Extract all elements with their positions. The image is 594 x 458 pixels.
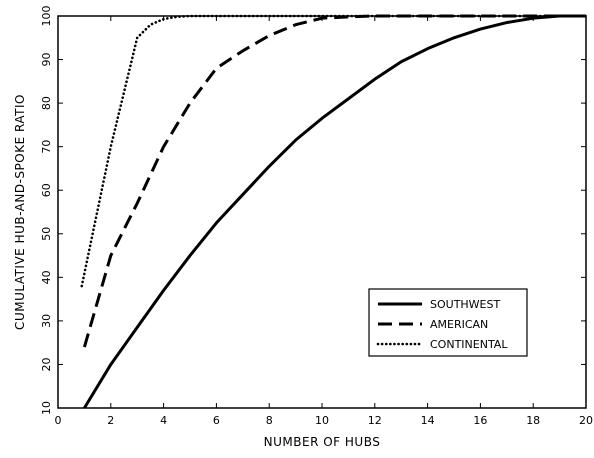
series-line-continental: [80, 14, 588, 288]
legend-label-american: AMERICAN: [430, 318, 488, 331]
y-tick-label: 30: [40, 314, 53, 328]
x-tick-label: 10: [315, 414, 329, 427]
y-tick-label: 40: [40, 270, 53, 284]
y-tick-label: 60: [40, 183, 53, 197]
y-tick-label: 90: [40, 53, 53, 67]
y-tick-label: 80: [40, 96, 53, 110]
legend: SOUTHWEST AMERICAN CONTINENTAL: [368, 288, 528, 357]
series-line-southwest: [83, 14, 586, 409]
x-tick-label: 16: [473, 414, 487, 427]
x-tick-label: 4: [160, 414, 167, 427]
y-tick-label: 70: [40, 140, 53, 154]
legend-label-continental: CONTINENTAL: [430, 338, 508, 351]
y-tick-label: 20: [40, 357, 53, 371]
x-tick-label: 2: [107, 414, 114, 427]
axis-ticks: 0 2 4 6 8 10 12 14 16 18 20 10 20 30 40 50 60 70 80 90 100: [40, 6, 593, 428]
x-tick-label: 18: [526, 414, 540, 427]
y-tick-label: 100: [40, 6, 53, 27]
x-tick-label: 20: [579, 414, 593, 427]
y-tick-label: 50: [40, 227, 53, 241]
legend-label-southwest: SOUTHWEST: [430, 298, 500, 311]
series-line-american: [82, 14, 586, 348]
y-tick-label: 10: [40, 401, 53, 415]
x-tick-label: 14: [421, 414, 435, 427]
x-tick-label: 12: [368, 414, 382, 427]
x-tick-label: 0: [55, 414, 62, 427]
y-axis-title: CUMULATIVE HUB-AND-SPOKE RATIO: [13, 94, 27, 330]
x-tick-label: 8: [266, 414, 273, 427]
x-axis-title: NUMBER OF HUBS: [264, 435, 381, 449]
series-lines: [80, 14, 588, 409]
x-tick-label: 6: [213, 414, 220, 427]
